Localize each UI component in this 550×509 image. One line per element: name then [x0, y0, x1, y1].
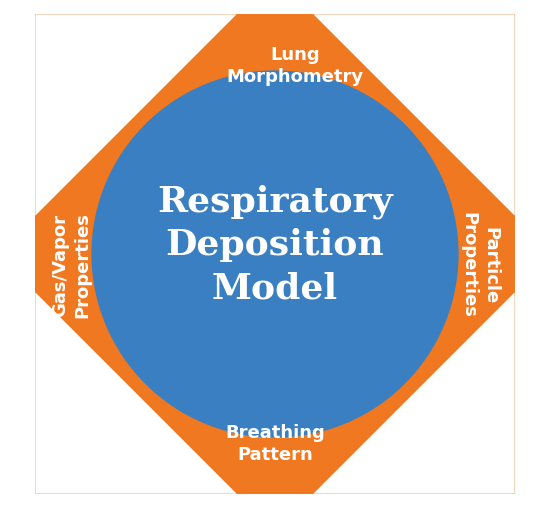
- Text: Breathing
Pattern: Breathing Pattern: [225, 423, 325, 463]
- Text: Gas/Vapor
Properties: Gas/Vapor Properties: [51, 212, 91, 318]
- Polygon shape: [35, 293, 236, 494]
- Polygon shape: [35, 15, 236, 216]
- Polygon shape: [314, 293, 515, 494]
- Polygon shape: [35, 15, 515, 494]
- Circle shape: [91, 71, 459, 438]
- Polygon shape: [314, 15, 515, 216]
- Text: Particle
Properties: Particle Properties: [459, 212, 499, 318]
- Text: Lung
Morphometry: Lung Morphometry: [227, 46, 364, 86]
- Text: Respiratory
Deposition
Model: Respiratory Deposition Model: [157, 184, 393, 305]
